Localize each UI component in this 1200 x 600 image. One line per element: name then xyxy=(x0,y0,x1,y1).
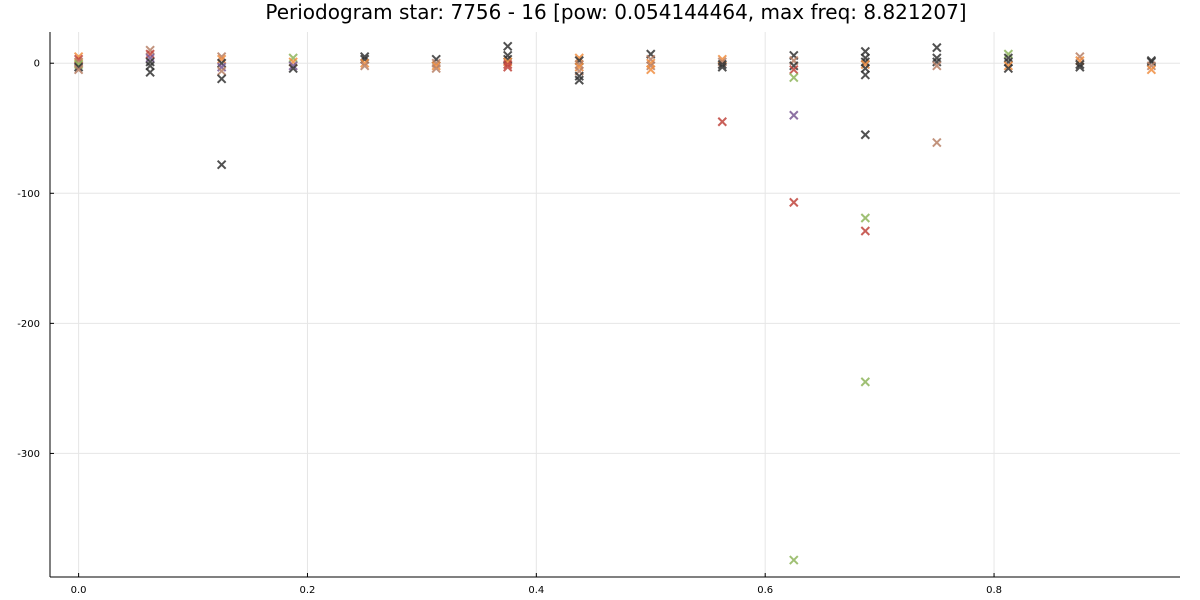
data-point xyxy=(1146,57,1157,67)
y-tick-label: -200 xyxy=(17,319,40,330)
y-tick-label: 0 xyxy=(34,59,40,70)
data-point xyxy=(574,75,584,85)
data-point xyxy=(646,65,656,75)
data-point xyxy=(431,63,441,74)
data-point xyxy=(717,62,727,72)
data-point xyxy=(860,59,871,70)
data-point xyxy=(216,66,227,76)
data-point xyxy=(646,61,656,71)
data-point xyxy=(1075,59,1085,70)
data-point xyxy=(932,42,942,53)
data-point xyxy=(145,53,155,63)
data-point xyxy=(1075,62,1085,72)
data-point xyxy=(860,70,871,80)
data-point xyxy=(860,226,871,236)
data-point xyxy=(789,61,799,71)
data-point xyxy=(359,58,370,68)
data-point xyxy=(288,61,298,71)
data-point xyxy=(932,53,942,63)
data-point xyxy=(216,58,227,68)
data-point xyxy=(1003,61,1014,71)
data-point xyxy=(1146,65,1157,75)
data-point xyxy=(73,62,84,72)
data-point xyxy=(932,61,942,71)
data-point xyxy=(503,62,513,72)
data-point xyxy=(216,74,227,84)
data-point xyxy=(717,117,727,127)
data-point xyxy=(359,61,370,71)
data-point xyxy=(73,65,84,75)
data-point xyxy=(860,213,871,223)
data-point xyxy=(216,62,227,72)
data-point xyxy=(789,197,799,208)
data-point xyxy=(288,63,298,74)
y-tick-label: -100 xyxy=(17,189,40,200)
data-point xyxy=(431,61,441,71)
x-tick-labels: 0.0 0.2 0.4 0.6 0.8 xyxy=(71,585,1002,596)
data-point xyxy=(860,377,871,387)
grid-lines xyxy=(50,32,1180,577)
data-point xyxy=(1003,63,1014,74)
data-point xyxy=(1075,52,1085,62)
data-point xyxy=(216,159,227,170)
data-points xyxy=(73,41,1157,565)
data-point xyxy=(1003,53,1014,63)
data-point xyxy=(503,41,513,52)
y-tick-label: -300 xyxy=(17,449,40,460)
x-tick-label: 0.6 xyxy=(757,585,773,596)
data-point xyxy=(789,65,799,75)
data-point xyxy=(1003,49,1014,59)
data-point xyxy=(288,53,298,63)
data-point xyxy=(216,54,227,65)
data-point xyxy=(789,110,799,120)
chart-title: Periodogram star: 7756 - 16 [pow: 0.0541… xyxy=(265,0,966,24)
data-point xyxy=(145,67,155,78)
data-point xyxy=(789,72,799,83)
data-point xyxy=(717,59,727,70)
x-tick-label: 0.0 xyxy=(71,585,87,596)
data-point xyxy=(932,137,942,148)
axes xyxy=(49,32,1180,578)
x-tick-label: 0.8 xyxy=(986,585,1002,596)
data-point xyxy=(145,57,155,67)
x-tick-label: 0.2 xyxy=(300,585,316,596)
data-point xyxy=(1146,61,1157,71)
data-point xyxy=(789,555,799,565)
data-point xyxy=(860,130,871,140)
data-point xyxy=(503,59,513,70)
x-tick-label: 0.4 xyxy=(528,585,544,596)
data-point xyxy=(574,62,584,72)
data-point xyxy=(932,57,942,67)
data-point xyxy=(145,45,155,55)
data-point xyxy=(145,49,155,59)
y-tick-labels: 0 -100 -200 -300 xyxy=(17,59,40,460)
data-point xyxy=(574,71,584,81)
